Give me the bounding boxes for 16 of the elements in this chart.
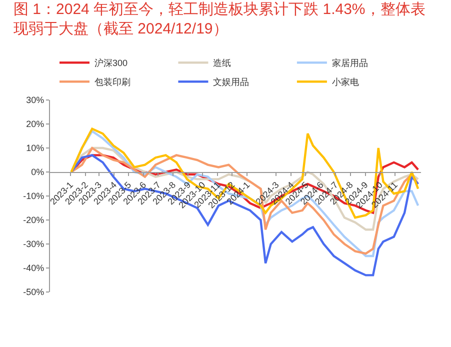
- y-tick-label: -20%: [23, 215, 44, 226]
- y-tick-label: -40%: [23, 263, 44, 274]
- y-tick-label: 0%: [31, 167, 44, 178]
- y-tick-label: 20%: [26, 119, 44, 130]
- legend-label: 文娱用品: [213, 77, 250, 88]
- legend-label: 家居用品: [332, 58, 368, 68]
- legend-label: 包装印刷: [94, 77, 130, 88]
- legend-label: 沪深300: [94, 58, 128, 68]
- y-tick-label: -30%: [23, 239, 44, 250]
- legend-label: 小家电: [332, 77, 359, 88]
- y-tick-label: -50%: [23, 287, 44, 298]
- chart-title: 图 1：2024 年初至今，轻工制造板块累计下跌 1.43%，整体表现弱于大盘（截至 2024/12/19）: [14, 0, 426, 38]
- y-tick-label: -10%: [23, 191, 44, 202]
- legend-label: 造纸: [213, 58, 232, 68]
- y-tick-label: 10%: [26, 143, 44, 154]
- y-tick-label: 30%: [26, 95, 44, 106]
